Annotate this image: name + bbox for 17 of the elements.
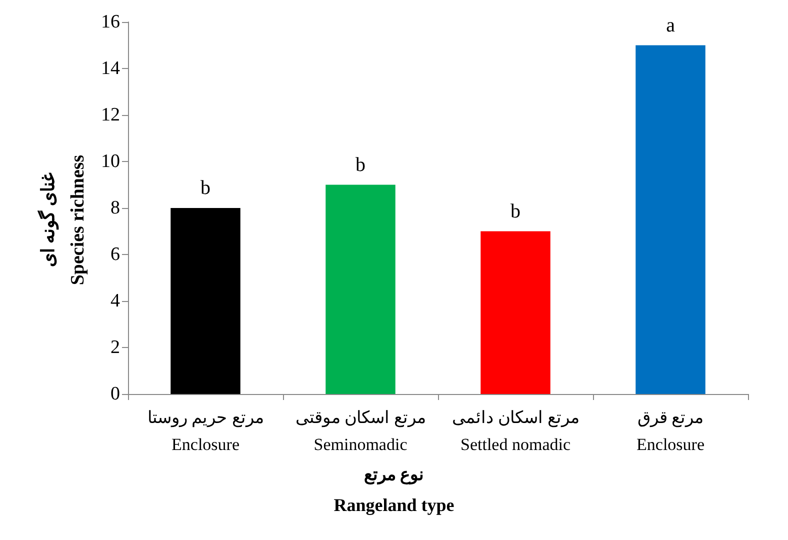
annotation: b xyxy=(200,177,210,199)
bar xyxy=(480,231,550,394)
bar xyxy=(170,208,240,394)
y-tick-label: 8 xyxy=(110,198,120,218)
y-tick-label: 0 xyxy=(110,384,120,404)
y-tick-label: 16 xyxy=(101,12,120,32)
annotation: b xyxy=(356,154,366,176)
annotation: a xyxy=(666,14,676,36)
annotation: b xyxy=(510,200,520,222)
y-tick-label: 14 xyxy=(101,58,120,79)
y-tick-label: 12 xyxy=(101,104,120,126)
bar xyxy=(326,184,396,394)
bar xyxy=(636,45,706,394)
y-tick-label: 4 xyxy=(110,290,120,312)
y-tick-label: 2 xyxy=(110,337,120,358)
y-tick-label: 10 xyxy=(101,151,120,172)
y-tick-label: 6 xyxy=(110,244,120,265)
